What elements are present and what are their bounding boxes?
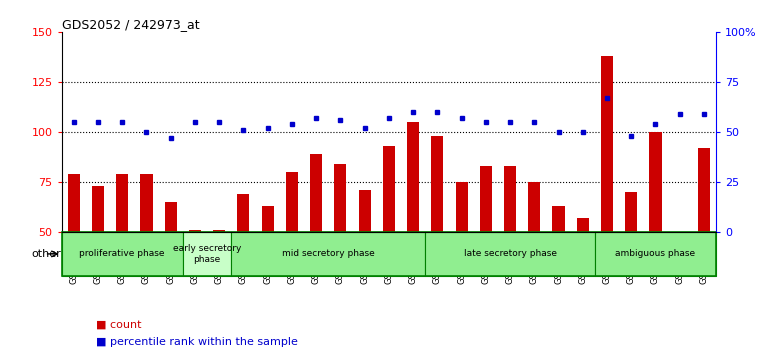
Bar xyxy=(625,192,638,232)
Bar xyxy=(698,148,710,232)
Bar xyxy=(359,190,370,232)
Bar xyxy=(116,174,129,232)
Bar xyxy=(237,194,249,232)
Bar xyxy=(310,154,322,232)
Bar xyxy=(286,172,298,232)
Bar xyxy=(213,230,226,232)
Text: mid secretory phase: mid secretory phase xyxy=(282,250,375,258)
Bar xyxy=(601,56,613,232)
Bar xyxy=(231,232,425,276)
Bar xyxy=(140,174,152,232)
Bar xyxy=(456,182,467,232)
Text: GDS2052 / 242973_at: GDS2052 / 242973_at xyxy=(62,18,199,31)
Bar xyxy=(553,206,564,232)
Bar xyxy=(182,232,231,276)
Bar xyxy=(68,174,80,232)
Bar xyxy=(595,232,716,276)
Bar xyxy=(649,132,661,232)
Bar xyxy=(92,186,104,232)
Bar xyxy=(189,230,201,232)
Bar xyxy=(480,166,492,232)
Text: other: other xyxy=(32,249,62,259)
Text: ■ percentile rank within the sample: ■ percentile rank within the sample xyxy=(96,337,298,347)
Bar xyxy=(504,166,516,232)
Text: late secretory phase: late secretory phase xyxy=(464,250,557,258)
Text: early secretory
phase: early secretory phase xyxy=(172,244,241,264)
Bar xyxy=(262,206,273,232)
Bar xyxy=(425,232,595,276)
Bar xyxy=(165,202,177,232)
Bar xyxy=(334,164,346,232)
Text: ambiguous phase: ambiguous phase xyxy=(615,250,695,258)
Bar xyxy=(674,232,686,322)
Bar xyxy=(383,146,395,232)
Text: proliferative phase: proliferative phase xyxy=(79,250,165,258)
Text: ■ count: ■ count xyxy=(96,319,142,329)
Bar xyxy=(431,136,444,232)
Bar xyxy=(528,182,541,232)
Bar xyxy=(62,232,182,276)
Bar xyxy=(577,218,589,232)
Bar xyxy=(407,122,419,232)
